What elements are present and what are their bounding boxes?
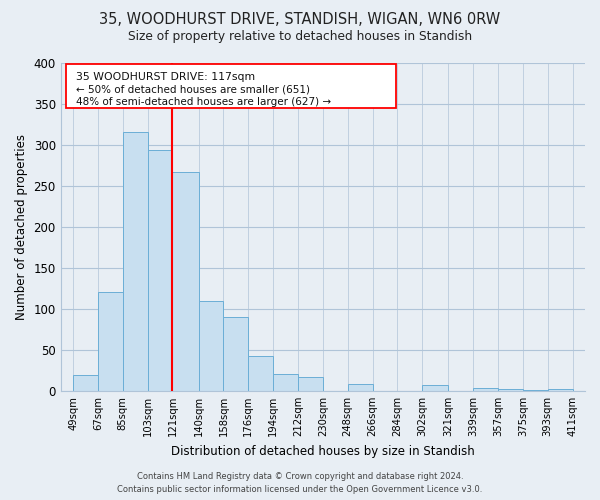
Bar — [148, 150, 172, 391]
Bar — [73, 374, 98, 391]
Bar — [548, 390, 572, 391]
Text: ← 50% of detached houses are smaller (651): ← 50% of detached houses are smaller (65… — [76, 84, 310, 94]
X-axis label: Distribution of detached houses by size in Standish: Distribution of detached houses by size … — [171, 444, 475, 458]
Text: 35 WOODHURST DRIVE: 117sqm: 35 WOODHURST DRIVE: 117sqm — [76, 72, 256, 82]
Bar — [347, 384, 373, 391]
Bar — [298, 377, 323, 391]
Bar — [172, 172, 199, 391]
Text: 48% of semi-detached houses are larger (627) →: 48% of semi-detached houses are larger (… — [76, 96, 332, 106]
Bar — [523, 390, 548, 391]
Bar — [498, 390, 523, 391]
Bar — [473, 388, 498, 391]
FancyBboxPatch shape — [66, 64, 396, 108]
Bar — [199, 300, 223, 391]
Y-axis label: Number of detached properties: Number of detached properties — [15, 134, 28, 320]
Text: Contains HM Land Registry data © Crown copyright and database right 2024.: Contains HM Land Registry data © Crown c… — [137, 472, 463, 481]
Bar — [422, 385, 448, 391]
Bar — [273, 374, 298, 391]
Bar — [248, 356, 273, 391]
Text: 35, WOODHURST DRIVE, STANDISH, WIGAN, WN6 0RW: 35, WOODHURST DRIVE, STANDISH, WIGAN, WN… — [100, 12, 500, 28]
Bar — [98, 292, 123, 391]
Text: Contains public sector information licensed under the Open Government Licence v3: Contains public sector information licen… — [118, 484, 482, 494]
Bar — [223, 317, 248, 391]
Bar — [123, 132, 148, 391]
Text: Size of property relative to detached houses in Standish: Size of property relative to detached ho… — [128, 30, 472, 43]
